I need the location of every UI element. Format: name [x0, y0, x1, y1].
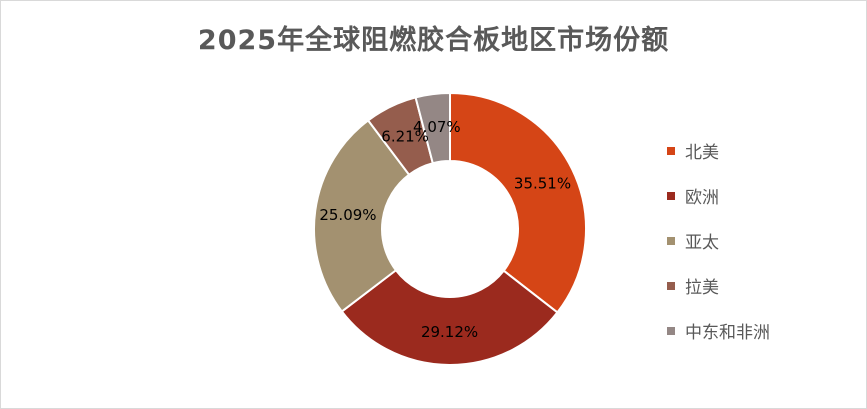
legend-label: 拉美 [685, 278, 719, 298]
slice-3 [313, 118, 411, 313]
slice-label-3: 25.09% [319, 206, 376, 224]
legend-item-4: 拉美 [667, 263, 770, 308]
slice-label-4: 6.21% [381, 127, 429, 145]
legend-item-3: 亚太 [667, 218, 770, 263]
legend-swatch [667, 191, 675, 200]
slice-5 [414, 91, 451, 165]
slice-label-2: 29.12% [421, 323, 478, 341]
legend-label: 北美 [685, 143, 719, 163]
legend-label: 亚太 [685, 233, 719, 253]
legend-item-5: 中东和非洲 [667, 308, 770, 353]
legend-swatch [667, 146, 675, 155]
legend-swatch [667, 281, 675, 290]
slice-2 [340, 268, 559, 366]
legend-item-1: 北美 [667, 128, 770, 173]
legend-swatch [667, 236, 675, 245]
slice-label-1: 35.51% [514, 175, 571, 193]
legend-item-2: 欧洲 [667, 173, 770, 218]
legend-swatch [667, 326, 675, 335]
slice-label-5: 4.07% [413, 118, 461, 136]
slice-1 [449, 91, 587, 314]
donut-slices [313, 91, 587, 366]
chart-title: 2025年全球阻燃胶合板地区市场份额 [197, 25, 670, 56]
donut-data-labels: 35.51% 29.12% 25.09% 6.21%4.07% [319, 118, 571, 341]
legend: 北美欧洲亚太拉美中东和非洲 [667, 128, 770, 353]
legend-label: 中东和非洲 [685, 323, 770, 343]
legend-label: 欧洲 [685, 188, 719, 208]
